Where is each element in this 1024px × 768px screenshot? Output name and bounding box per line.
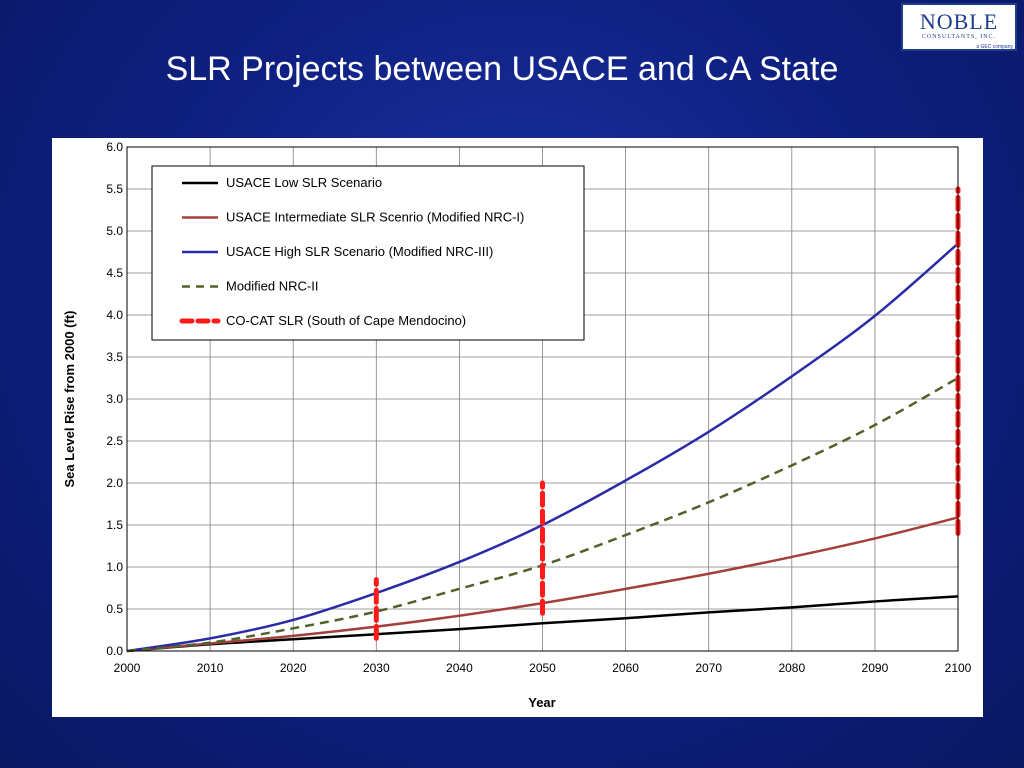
x-axis-label: Year [528, 695, 555, 710]
legend-label: USACE Intermediate SLR Scenrio (Modified… [226, 210, 524, 225]
x-tick-label: 2030 [363, 661, 390, 675]
y-tick-label: 4.5 [106, 266, 123, 280]
y-tick-label: 1.0 [106, 560, 123, 574]
y-tick-label: 3.0 [106, 392, 123, 406]
y-tick-label: 5.5 [106, 182, 123, 196]
chart-panel: 2000 2010 2020 2030 2040 2050 2060 2070 2080 2090… [52, 138, 983, 717]
company-logo: NOBLE CONSULTANTS, INC. a GEC company [901, 3, 1017, 51]
logo-tagline: a GEC company [976, 44, 1013, 50]
plot-frame [126, 146, 959, 652]
y-tick-labels: 0.0 0.5 1.0 1.5 2.0 2.5 3.0 3.5 4.0 4.5 5.0 5.5 6.0 [106, 140, 123, 658]
x-tick-label: 2070 [695, 661, 722, 675]
y-tick-label: 0.5 [106, 602, 123, 616]
x-tick-label: 2090 [862, 661, 889, 675]
y-tick-label: 2.0 [106, 476, 123, 490]
y-tick-label: 4.0 [106, 308, 123, 322]
series-line-0 [126, 595, 959, 653]
y-tick-label: 6.0 [106, 140, 123, 154]
x-tick-label: 2010 [197, 661, 224, 675]
slr-line-chart: 2000 2010 2020 2030 2040 2050 2060 2070 2080 2090… [62, 140, 972, 710]
x-tick-label: 2020 [280, 661, 307, 675]
x-tick-label: 2100 [945, 661, 972, 675]
y-tick-label: 3.5 [106, 350, 123, 364]
logo-subtitle: CONSULTANTS, INC. [921, 34, 997, 40]
y-tick-label: 2.5 [106, 434, 123, 448]
legend-label: Modified NRC-II [226, 279, 318, 294]
legend-box [151, 165, 585, 341]
x-tick-label: 2050 [529, 661, 556, 675]
legend-label: CO-CAT SLR (South of Cape Mendocino) [226, 313, 466, 328]
y-tick-label: 1.5 [106, 518, 123, 532]
x-tick-label: 2040 [446, 661, 473, 675]
y-tick-label: 5.0 [106, 224, 123, 238]
slide-title: SLR Projects between USACE and CA State [165, 50, 839, 88]
x-tick-labels: 2000 2010 2020 2030 2040 2050 2060 2070 2080 2090… [114, 661, 972, 675]
legend-label: USACE High SLR Scenario (Modified NRC-II… [226, 244, 493, 259]
y-tick-label: 0.0 [106, 644, 123, 658]
x-tick-label: 2080 [778, 661, 805, 675]
y-axis-label: Sea Level Rise from 2000 (ft) [62, 310, 77, 487]
chart-legend: USACE Low SLR Scenario USACE Intermediate… [151, 165, 585, 341]
x-tick-label: 2000 [114, 661, 141, 675]
legend-label: USACE Low SLR Scenario [226, 175, 382, 190]
logo-name: NOBLE [919, 9, 999, 34]
x-tick-label: 2060 [612, 661, 639, 675]
